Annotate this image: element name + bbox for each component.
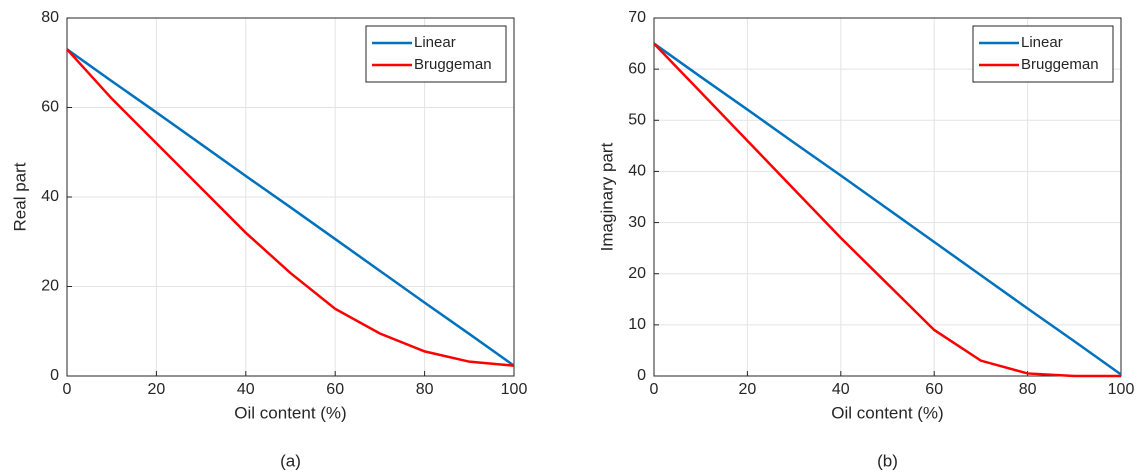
x-tick-label: 60 — [326, 381, 344, 398]
x-axis-label: Oil content (%) — [234, 403, 346, 422]
x-tick-label: 40 — [832, 381, 850, 398]
series-line — [66, 48, 515, 367]
caption: (a) — [280, 451, 301, 470]
y-tick-label: 60 — [628, 60, 646, 77]
series-line — [66, 48, 515, 367]
x-tick-label: 0 — [63, 381, 72, 398]
y-tick-label: 40 — [628, 163, 646, 180]
y-tick-label: 30 — [628, 214, 646, 231]
y-tick-label: 10 — [628, 316, 646, 333]
y-axis-label: Real part — [10, 162, 29, 231]
y-tick-label: 0 — [50, 367, 59, 384]
chart: 0 20 40 60 80 100 0 10 20 30 40 50 60 70 Oil content (… — [597, 9, 1134, 470]
series-line — [653, 42, 1121, 378]
chart: 0 20 40 60 80 100 0 20 40 60 80 Oil content (%) Real… — [10, 9, 527, 470]
x-tick-label: 20 — [148, 381, 166, 398]
x-tick-label: 100 — [1108, 381, 1135, 398]
axes-box — [653, 17, 1122, 377]
x-tick-label: 60 — [925, 381, 943, 398]
x-tick-label: 100 — [501, 381, 528, 398]
y-tick-label: 50 — [628, 112, 646, 129]
y-axis-label: Imaginary part — [597, 142, 616, 251]
caption: (b) — [877, 451, 898, 470]
legend-label: Bruggeman — [1021, 56, 1099, 73]
series-line — [653, 42, 1122, 376]
y-tick-label: 60 — [41, 99, 59, 116]
legend-box — [972, 25, 1114, 83]
y-tick-label: 80 — [41, 9, 59, 26]
x-tick-label: 80 — [416, 381, 434, 398]
y-tick-label: 40 — [41, 188, 59, 205]
y-tick-label: 0 — [637, 367, 646, 384]
legend-label: Linear — [1021, 34, 1063, 51]
y-tick-label: 20 — [41, 278, 59, 295]
axes-box — [66, 17, 515, 377]
legend-label: Bruggeman — [414, 56, 492, 73]
legend-box — [365, 25, 507, 83]
x-tick-label: 20 — [739, 381, 757, 398]
x-tick-label: 40 — [237, 381, 255, 398]
y-tick-label: 70 — [628, 9, 646, 26]
y-tick-label: 20 — [628, 265, 646, 282]
x-axis-label: Oil content (%) — [831, 403, 943, 422]
x-tick-label: 0 — [650, 381, 659, 398]
legend-label: Linear — [414, 34, 456, 51]
x-tick-label: 80 — [1019, 381, 1037, 398]
